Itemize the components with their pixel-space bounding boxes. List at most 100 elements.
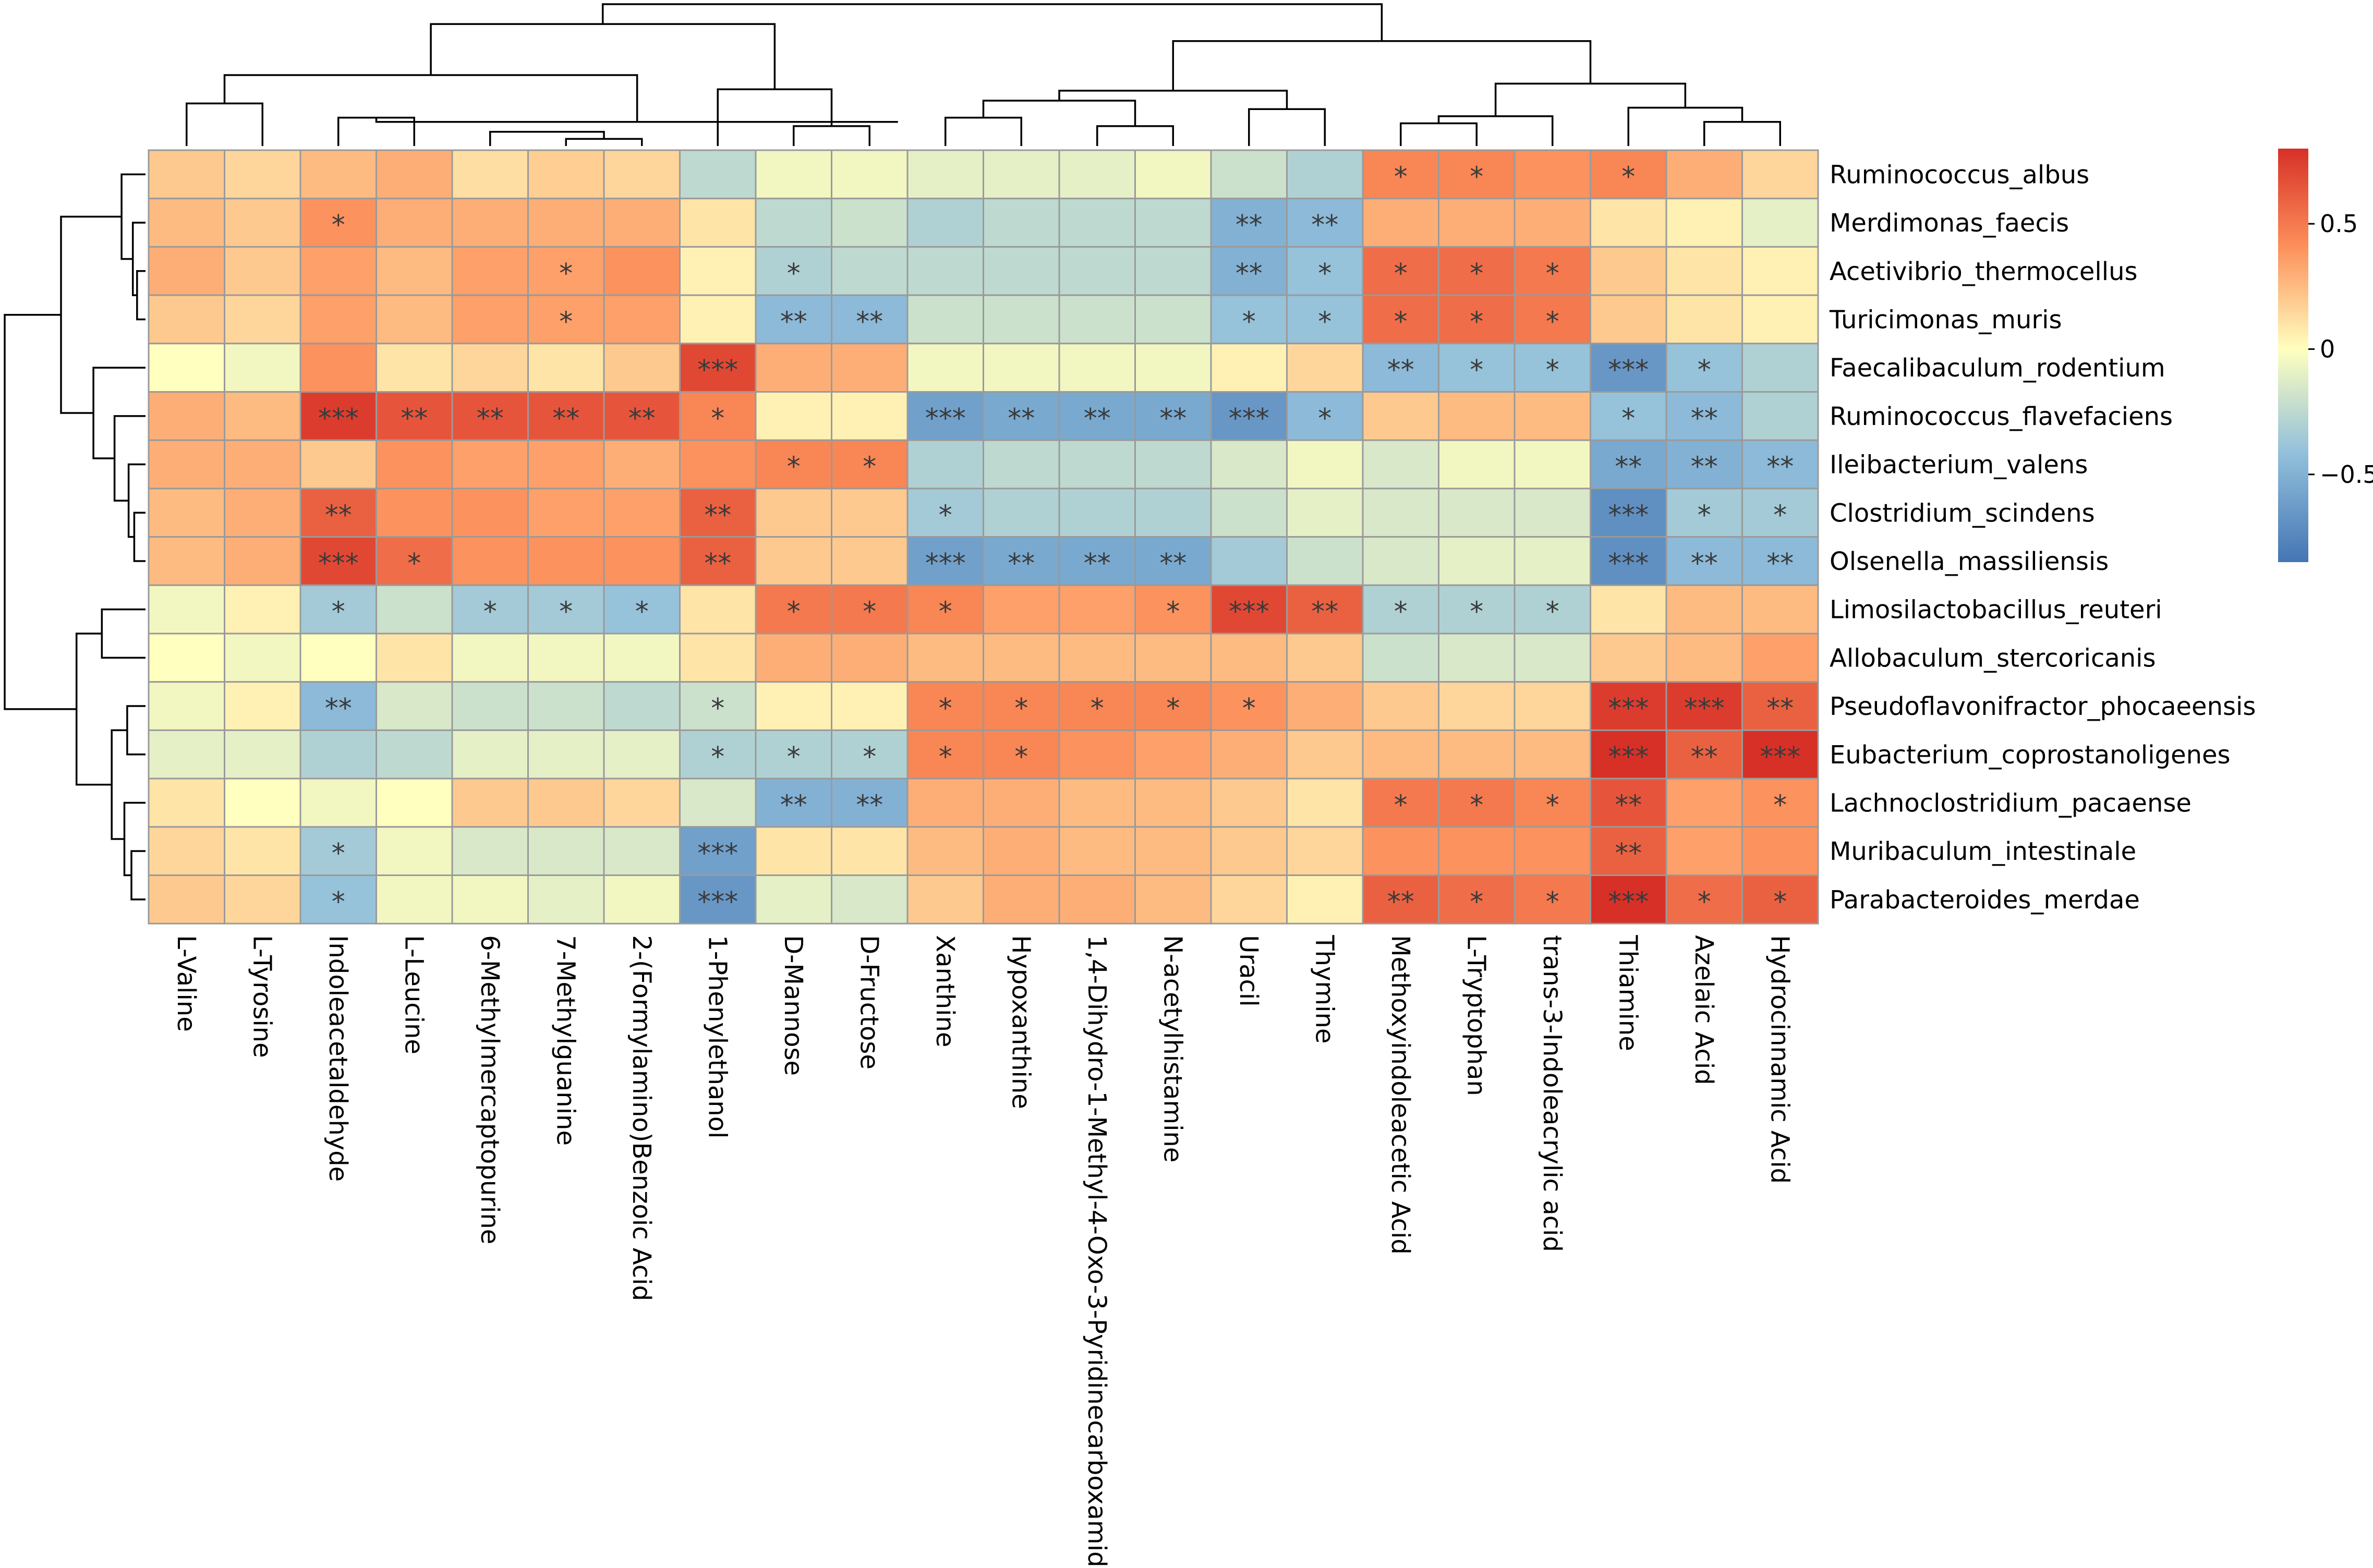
heatmap-cell	[906, 439, 984, 490]
heatmap-cell	[299, 294, 377, 345]
heatmap-cell	[1134, 826, 1212, 877]
significance-marker: **	[325, 500, 352, 531]
heatmap-cell	[1210, 777, 1288, 828]
heatmap-cell	[831, 681, 909, 731]
heatmap-cell	[1514, 439, 1591, 490]
heatmap-cell	[451, 246, 529, 296]
heatmap-cell	[983, 777, 1060, 828]
column-label: Uracil	[1234, 935, 1263, 1006]
row-label: Olsenella_massiliensis	[1830, 547, 2109, 576]
heatmap-cell	[527, 149, 605, 200]
color-legend: 0.5 0 −0.5	[2278, 149, 2373, 562]
heatmap-cell	[906, 777, 984, 828]
significance-marker: **	[1084, 403, 1111, 434]
significance-marker: *	[332, 886, 345, 918]
dendrogram-branch	[130, 850, 146, 901]
heatmap-cell	[679, 584, 757, 635]
heatmap-cell	[1514, 729, 1591, 780]
heatmap-cell	[299, 343, 377, 393]
dendrogram-branch	[1494, 82, 1687, 116]
heatmap-cell	[1741, 391, 1819, 441]
heatmap-cell	[755, 439, 832, 490]
heatmap-cell	[983, 246, 1060, 296]
dendrogram-branch	[101, 608, 146, 659]
heatmap-cell	[1286, 729, 1364, 780]
heatmap-cell	[1134, 729, 1212, 780]
column-label: L-Tyrosine	[247, 935, 276, 1058]
heatmap-cell	[451, 439, 529, 490]
heatmap-cell	[376, 198, 453, 248]
heatmap-cell	[1590, 149, 1667, 200]
significance-marker: *	[1394, 161, 1408, 192]
heatmap-cell	[1134, 777, 1212, 828]
row-label: Limosilactobacillus_reuteri	[1830, 595, 2162, 625]
heatmap-cell	[1438, 584, 1516, 635]
heatmap-cell	[755, 826, 832, 877]
heatmap-cell	[299, 777, 377, 828]
heatmap-cell	[1514, 294, 1591, 345]
heatmap-cell	[755, 584, 832, 635]
heatmap-cell	[224, 874, 301, 925]
heatmap-cell	[1438, 488, 1516, 538]
row-label: Ileibacterium_valens	[1830, 451, 2088, 480]
heatmap-cell	[148, 488, 225, 538]
heatmap-cell	[679, 294, 757, 345]
heatmap-cell	[299, 826, 377, 877]
heatmap-cell	[527, 874, 605, 925]
dendrogram-branch	[123, 801, 146, 877]
significance-marker: **	[1691, 742, 1718, 773]
heatmap-cell	[1058, 149, 1136, 200]
heatmap-cell	[376, 246, 453, 296]
heatmap-cell	[1665, 439, 1743, 490]
significance-marker: *	[1773, 500, 1787, 531]
significance-marker: *	[332, 838, 345, 869]
heatmap-cell	[1210, 343, 1288, 393]
column-label: 2-(Formylamino)Benzoic Acid	[627, 935, 656, 1301]
heatmap-cell	[755, 681, 832, 731]
heatmap-cell	[1362, 488, 1439, 538]
heatmap-cell	[1058, 777, 1136, 828]
legend-ticks: 0.5 0 −0.5	[2308, 210, 2373, 489]
dendrogram-branch	[375, 117, 898, 123]
heatmap-cell	[1134, 343, 1212, 393]
heatmap-cell	[983, 874, 1060, 925]
heatmap-cell	[527, 198, 605, 248]
significance-marker: *	[332, 597, 345, 628]
significance-marker: ***	[1608, 548, 1649, 579]
heatmap-cell	[1134, 198, 1212, 248]
heatmap-cell	[603, 343, 681, 393]
column-label: N-acetylhistamine	[1158, 935, 1187, 1162]
heatmap-cell	[906, 681, 984, 731]
heatmap-cell	[451, 633, 529, 683]
heatmap-cell	[299, 439, 377, 490]
heatmap-cell	[299, 874, 377, 925]
heatmap-cell	[1741, 439, 1819, 490]
heatmap-cell	[1210, 439, 1288, 490]
heatmap-cell	[1665, 391, 1743, 441]
heatmap-cell	[224, 633, 301, 683]
column-label: D-Fructose	[854, 935, 883, 1069]
heatmap-cell	[1286, 149, 1364, 200]
heatmap-cell	[1665, 633, 1743, 683]
heatmap-cell	[1286, 343, 1364, 393]
dendrogram-branch	[982, 100, 1136, 126]
heatmap-cell	[1286, 681, 1364, 731]
heatmap-cell	[1210, 198, 1288, 248]
heatmap-cell	[148, 777, 225, 828]
heatmap-cell	[1590, 294, 1667, 345]
significance-marker: *	[1242, 693, 1256, 724]
heatmap-cell	[1741, 294, 1819, 345]
heatmap-cell	[906, 536, 984, 586]
heatmap-cell	[1665, 149, 1743, 200]
heatmap-cell	[299, 246, 377, 296]
significance-marker: *	[1318, 403, 1331, 434]
heatmap-cell	[1438, 439, 1516, 490]
dendrogram-branch	[793, 125, 870, 146]
significance-marker: *	[1394, 597, 1408, 628]
heatmap-cell	[983, 633, 1060, 683]
dendrogram-branch	[1437, 115, 1554, 146]
heatmap-cell	[1058, 391, 1136, 441]
heatmap-cell	[1741, 149, 1819, 200]
heatmap-cell	[1134, 536, 1212, 586]
significance-marker: **	[1387, 886, 1414, 918]
